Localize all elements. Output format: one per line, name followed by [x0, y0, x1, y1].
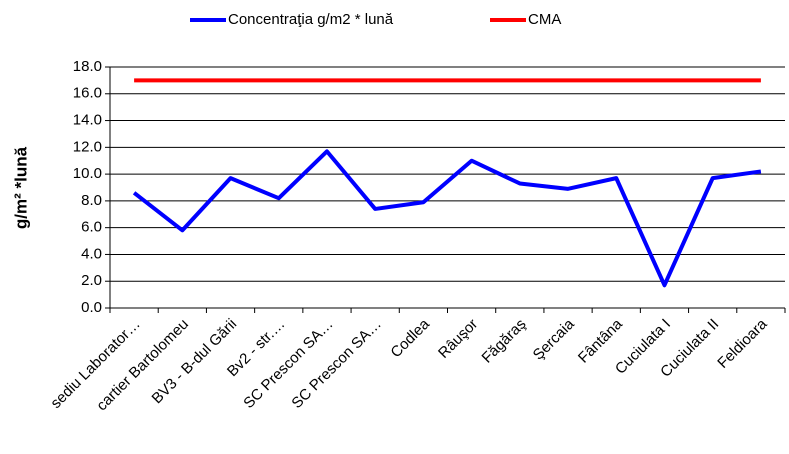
- x-tick-label: SC Prescon SA…: [240, 316, 336, 412]
- y-tick-label: 6.0: [81, 219, 102, 236]
- legend-label: CMA: [528, 11, 561, 28]
- x-tick-label: SC Prescon SA…: [288, 316, 384, 412]
- y-tick-label: 0.0: [81, 299, 102, 316]
- y-tick-label: 10.0: [73, 165, 102, 182]
- y-axis-label: g/m² *lună: [11, 146, 30, 229]
- y-tick-label: 16.0: [73, 85, 102, 102]
- x-tick-label: Şercaia: [530, 315, 578, 363]
- y-tick-label: 18.0: [73, 58, 102, 75]
- x-tick-label: Râuşor: [435, 316, 481, 362]
- legend-label: Concentraţia g/m2 * lună: [228, 11, 394, 28]
- x-tick-label: Codlea: [387, 315, 433, 361]
- y-tick-label: 12.0: [73, 138, 102, 155]
- x-tick-label: cartier Bartolomeu: [93, 316, 192, 415]
- y-tick-label: 4.0: [81, 245, 102, 262]
- y-tick-label: 14.0: [73, 112, 102, 129]
- x-tick-label: Făgăraş: [479, 316, 530, 367]
- y-tick-label: 8.0: [81, 192, 102, 209]
- x-tick-label: sediu Laborator…: [47, 316, 143, 412]
- x-tick-label: BV3 - B-dul Gării: [149, 316, 241, 408]
- data-line: [132, 149, 762, 288]
- y-tick-label: 2.0: [81, 272, 102, 289]
- x-tick-label: Feldioara: [714, 315, 771, 372]
